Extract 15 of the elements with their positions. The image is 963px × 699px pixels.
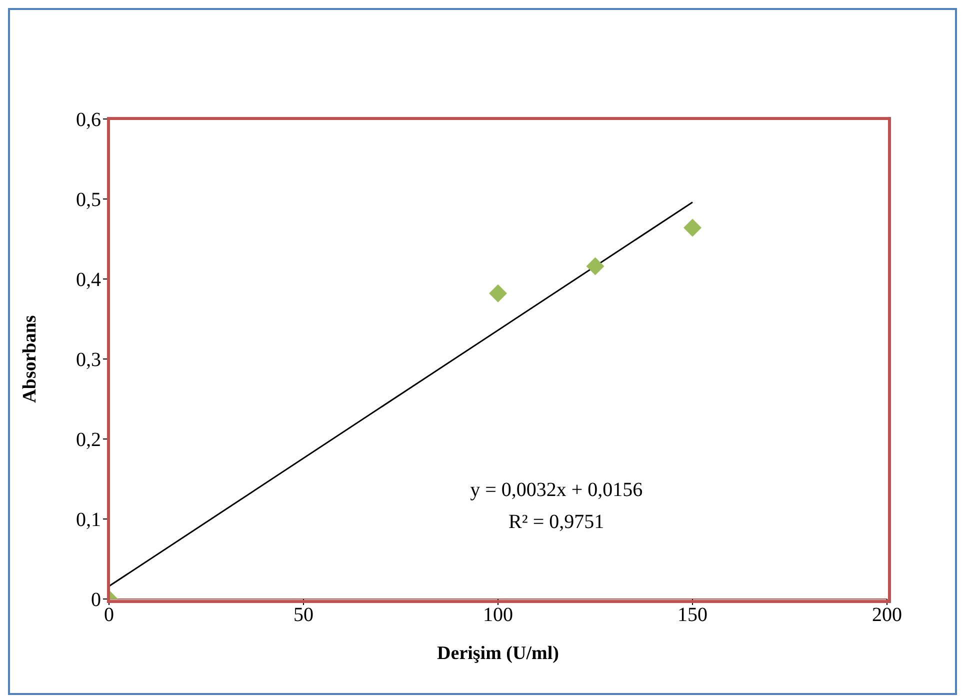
y-tick-label: 0,1 <box>76 509 101 532</box>
x-tick-label: 200 <box>872 604 902 626</box>
y-tick-label: 0,5 <box>76 189 101 212</box>
y-tick-label: 0,4 <box>76 269 101 292</box>
x-tick-label: 100 <box>483 604 513 626</box>
annotation: y = 0,0032x + 0,0156 <box>469 478 644 504</box>
annotation: R² = 0,9751 <box>508 510 606 536</box>
y-axis-title: Absorbans <box>20 315 41 403</box>
y-tick-label: 0,3 <box>76 349 101 372</box>
x-axis-title: Derişim (U/ml) <box>437 643 559 664</box>
y-tick-label: 0,2 <box>76 429 101 452</box>
x-tick-label: 50 <box>294 604 314 626</box>
x-tick-label: 150 <box>678 604 708 626</box>
y-tick-label: 0,6 <box>76 109 101 132</box>
y-tick-label: 0 <box>91 589 101 612</box>
